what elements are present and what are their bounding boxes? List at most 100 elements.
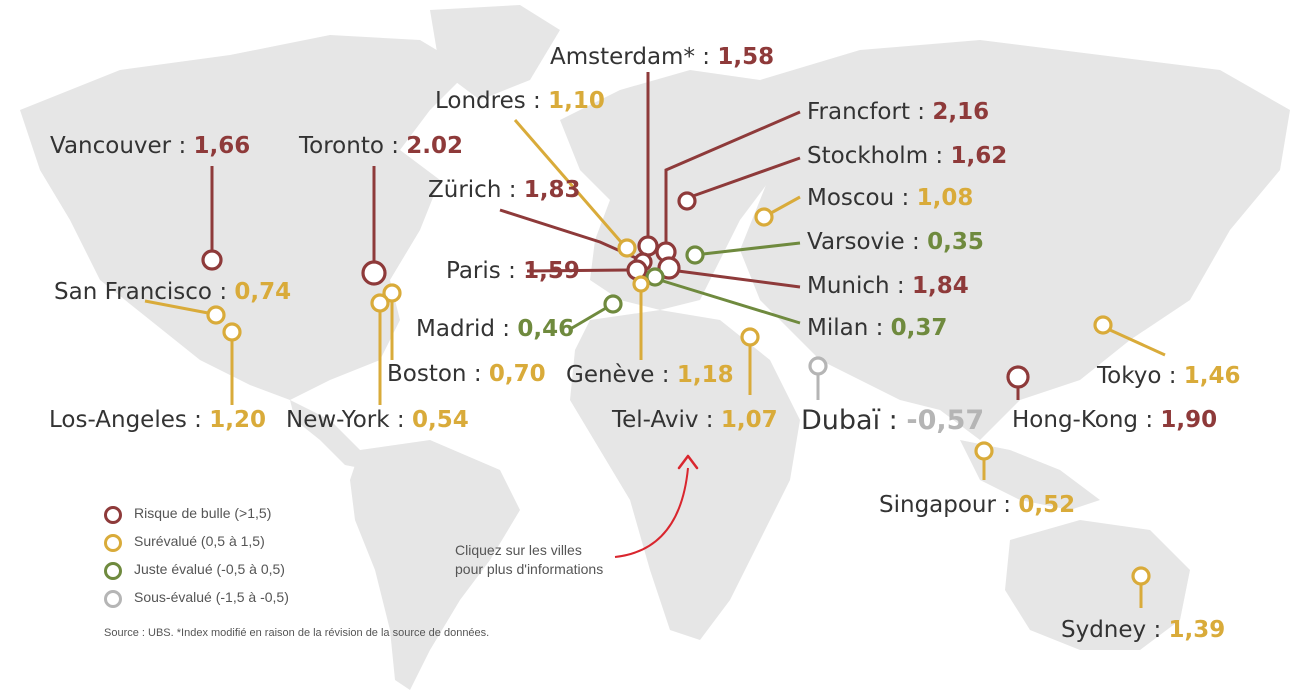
leader-lines [144, 72, 1166, 608]
city-separator: : [1146, 617, 1169, 643]
city-separator: : [909, 99, 933, 125]
city-value: 1,07 [720, 407, 778, 433]
legend-ring-bubble [104, 506, 122, 524]
city-marker-los-angeles[interactable] [222, 322, 242, 342]
city-separator: : [868, 315, 891, 341]
city-marker-moscou[interactable] [754, 207, 774, 227]
city-separator: : [694, 44, 718, 70]
city-marker-singapour[interactable] [974, 441, 994, 461]
city-value: 2,16 [932, 99, 990, 125]
city-marker-madrid[interactable] [603, 294, 623, 314]
city-label-dubai[interactable]: Dubaï : -0,57 [801, 407, 984, 434]
city-separator: : [1161, 363, 1184, 389]
city-marker-dubai[interactable] [808, 356, 828, 376]
city-marker-munich[interactable] [657, 256, 681, 280]
leader-line-varsovie [702, 241, 801, 256]
city-name: Singapour [879, 492, 996, 518]
city-name: Dubaï [801, 405, 881, 436]
city-label-zurich[interactable]: Zürich : 1,83 [428, 179, 581, 202]
city-marker-toronto[interactable] [361, 260, 387, 286]
city-value: 1,08 [916, 185, 974, 211]
city-label-new-york[interactable]: New-York : 0,54 [286, 409, 469, 432]
greenland-landmass [430, 5, 560, 100]
legend-ring-over [104, 534, 122, 552]
city-separator: : [995, 492, 1019, 518]
city-label-stockholm[interactable]: Stockholm : 1,62 [807, 145, 1007, 168]
city-separator: : [501, 177, 524, 203]
city-marker-tokyo[interactable] [1093, 315, 1113, 335]
city-label-los-angeles[interactable]: Los-Angeles : 1,20 [49, 409, 266, 432]
city-label-singapour[interactable]: Singapour : 0,52 [879, 494, 1075, 517]
city-marker-hong-kong[interactable] [1006, 365, 1030, 389]
city-marker-milan[interactable] [645, 267, 665, 287]
legend-label-fair: Juste évalué (-0,5 à 0,5) [134, 561, 285, 577]
city-separator: : [1138, 407, 1161, 433]
city-separator: : [500, 258, 524, 284]
city-value: 1,62 [950, 143, 1008, 169]
city-label-francfort[interactable]: Francfort : 2,16 [807, 101, 989, 124]
city-markers [201, 191, 1151, 586]
city-label-amsterdam[interactable]: Amsterdam* : 1,58 [550, 46, 774, 69]
city-marker-londres[interactable] [617, 238, 637, 258]
asia-landmass [740, 40, 1290, 440]
city-label-varsovie[interactable]: Varsovie : 0,35 [807, 231, 984, 254]
city-value: 0,54 [411, 407, 469, 433]
city-value: 1,20 [209, 407, 266, 433]
hint-arrow [614, 467, 689, 558]
click-hint-line1: Cliquez sur les villes [455, 542, 582, 558]
city-marker-varsovie[interactable] [685, 245, 705, 265]
city-marker-new-york[interactable] [370, 293, 390, 313]
city-marker-stockholm[interactable] [677, 191, 697, 211]
leader-line-milan [662, 279, 801, 325]
city-label-munich[interactable]: Munich : 1,84 [807, 275, 969, 298]
city-separator: : [212, 279, 235, 305]
city-label-tokyo[interactable]: Tokyo : 1,46 [1097, 365, 1241, 388]
city-separator: : [186, 407, 210, 433]
city-label-londres[interactable]: Londres : 1,10 [435, 90, 605, 113]
city-name: Madrid [416, 316, 495, 342]
city-label-toronto[interactable]: Toronto : 2.02 [299, 135, 463, 158]
city-label-paris[interactable]: Paris : 1,59 [446, 260, 580, 283]
click-hint: Cliquez sur les villes pour plus d'infor… [455, 541, 603, 579]
city-label-tel-aviv[interactable]: Tel-Aviv : 1,07 [612, 409, 778, 432]
city-name: Moscou [807, 185, 895, 211]
city-separator: : [928, 143, 951, 169]
city-value: 2.02 [406, 133, 464, 159]
north-america-landmass [20, 35, 470, 400]
city-marker-amsterdam[interactable] [637, 235, 659, 257]
city-marker-boston[interactable] [382, 283, 402, 303]
city-name: Munich [807, 273, 890, 299]
city-label-hong-kong[interactable]: Hong-Kong : 1,90 [1012, 409, 1217, 432]
city-value: 1,83 [523, 177, 581, 203]
city-label-geneve[interactable]: Genève : 1,18 [566, 364, 734, 387]
city-marker-sydney[interactable] [1131, 566, 1151, 586]
city-marker-vancouver[interactable] [201, 249, 223, 271]
city-value: -0,57 [906, 405, 985, 436]
city-name: Varsovie [807, 229, 905, 255]
city-name: Hong-Kong [1012, 407, 1139, 433]
city-label-vancouver[interactable]: Vancouver : 1,66 [50, 135, 250, 158]
city-name: Los-Angeles [49, 407, 187, 433]
city-separator: : [654, 362, 677, 388]
city-name: Milan [807, 315, 869, 341]
city-value: 1,84 [912, 273, 969, 299]
city-value: 0,70 [488, 361, 546, 387]
city-marker-geneve[interactable] [632, 275, 650, 293]
city-name: Vancouver [50, 133, 172, 159]
city-value: 0,37 [890, 315, 948, 341]
city-marker-tel-aviv[interactable] [740, 327, 760, 347]
city-label-moscou[interactable]: Moscou : 1,08 [807, 187, 973, 210]
city-label-boston[interactable]: Boston : 0,70 [387, 363, 546, 386]
legend-label-under: Sous-évalué (-1,5 à -0,5) [134, 589, 289, 605]
click-hint-line2: pour plus d'informations [455, 561, 604, 577]
city-label-madrid[interactable]: Madrid : 0,46 [416, 318, 574, 341]
city-marker-san-francisco[interactable] [206, 305, 226, 325]
city-separator: : [389, 407, 412, 433]
hint-arrowhead [677, 454, 699, 470]
city-label-san-francisco[interactable]: San Francisco : 0,74 [54, 281, 291, 304]
city-label-sydney[interactable]: Sydney : 1,39 [1061, 619, 1225, 642]
city-value: 1,59 [523, 258, 580, 284]
city-label-milan[interactable]: Milan : 0,37 [807, 317, 947, 340]
legend-ring-under [104, 590, 122, 608]
